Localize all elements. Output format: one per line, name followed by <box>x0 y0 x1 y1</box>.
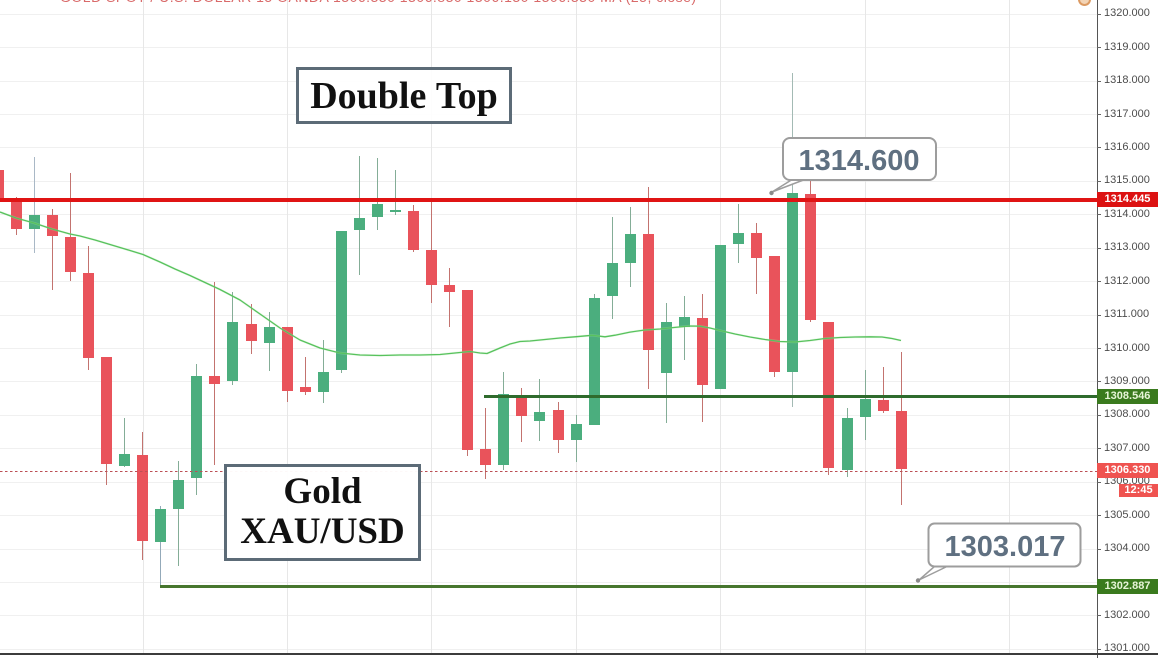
svg-text:1303.017: 1303.017 <box>945 531 1066 563</box>
svg-text:1314.600: 1314.600 <box>799 145 920 177</box>
